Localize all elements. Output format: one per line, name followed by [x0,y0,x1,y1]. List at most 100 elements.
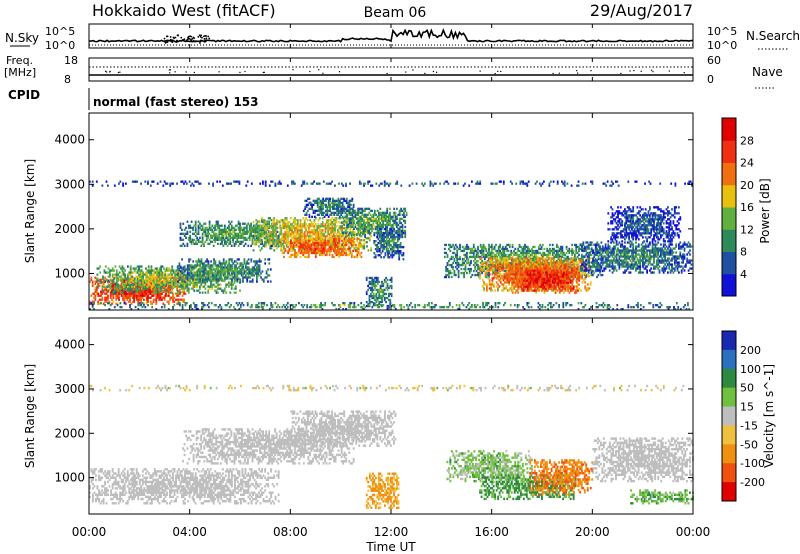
power-cell-3 [239,222,241,225]
power-cell-8 [371,290,374,294]
power-cell-5 [352,239,354,243]
nave-dot [218,71,220,73]
power-cell-4 [320,231,323,234]
power-cell-0 [123,296,126,299]
power-cell-1 [121,273,124,276]
power-cell-4 [287,235,289,238]
power-cell-0 [138,296,141,299]
power-cell-3 [272,224,275,227]
power-cell-10 [479,245,482,249]
power-cell-8 [376,296,379,300]
power-cell-10 [495,249,497,253]
power-cell-9 [390,244,392,247]
power-cell-2 [189,266,192,269]
power-cell-8 [381,288,383,292]
power-cell-10 [446,263,449,267]
power-cell-3 [226,232,229,235]
power-cell-0 [156,294,159,297]
power-cell-9 [390,236,392,239]
power-cell-4 [335,241,338,244]
power-cell-1 [107,285,110,288]
power-cell-2 [224,276,226,279]
power-cell-9 [392,248,395,251]
power-cell-1 [160,269,162,272]
power-cell-3 [243,222,246,225]
power-cell-1 [150,279,153,282]
power-cell-2 [242,272,244,275]
power-cell-4 [328,235,331,238]
power-cell-4 [280,239,283,242]
nave-dot [424,72,426,74]
power-cell-6 [329,203,331,206]
power-cell-4 [260,225,263,228]
power-cell-4 [352,245,354,248]
power-cell-10 [518,259,521,263]
power-cell-9 [396,248,399,251]
power-cell-2 [199,274,201,277]
power-cell-0 [172,298,174,301]
power-cell-10 [484,257,486,261]
power-cell-0 [181,298,184,301]
power-cell-10 [490,255,493,259]
power-cell-2 [225,260,228,263]
power-cell-1 [174,271,176,274]
power-cell-10 [506,249,508,253]
power-cell-10 [522,259,525,263]
power-cell-7 [403,211,405,214]
nave-dot [309,70,311,73]
power-cell-1 [151,281,154,284]
power-cell-1 [179,273,182,276]
power-cell-9 [398,238,401,241]
power-cell-10 [518,253,521,257]
power-cell-3 [196,236,198,239]
power-cell-1 [160,281,162,284]
power-cell-1 [171,265,174,268]
noise-search-dot [180,36,183,39]
power-cell-5 [283,239,285,243]
power-cell-2 [193,276,196,279]
power-cell-1 [139,269,142,272]
power-cell-7 [393,221,396,225]
power-cell-7 [387,223,390,227]
power-cell-1 [160,287,162,290]
power-cell-2 [247,270,250,273]
power-cell-2 [220,262,222,265]
power-cell-10 [514,253,517,257]
power-cell-10 [517,249,519,253]
power-cell-1 [97,267,100,270]
power-cell-6 [325,199,327,202]
power-cell-7 [354,225,357,229]
power-cell-2 [229,274,232,277]
power-cell-1 [138,279,140,282]
power-cell-4 [294,217,296,220]
power-cell-6 [316,205,319,208]
power-cell-1 [150,277,153,280]
power-cell-9 [381,234,384,237]
power-cell-8 [375,284,378,288]
power-cell-2 [232,276,235,279]
power-cell-4 [349,229,352,232]
power-cell-9 [387,252,389,255]
power-cell-4 [310,223,313,226]
power-cell-4 [359,235,361,238]
power-cell-1 [99,271,102,274]
power-cell-3 [255,240,258,243]
power-cell-2 [195,260,197,263]
power-cell-4 [334,217,336,220]
power-cell-6 [348,203,351,206]
power-cell-1 [223,277,226,280]
power-cell-2 [236,274,239,277]
power-cell-1 [157,275,160,278]
power-cell-3 [179,236,182,239]
power-cell-1 [122,285,125,288]
power-cell-2 [181,278,183,281]
power-cell-6 [326,205,329,208]
power-cell-7 [360,211,362,214]
power-cell-5 [294,251,296,255]
power-cell-1 [140,287,143,290]
power-cell-0 [149,292,152,295]
power-cell-9 [377,250,380,253]
power-cell-3 [237,236,240,239]
power-cell-2 [204,270,207,273]
power-cell-5 [285,241,288,245]
